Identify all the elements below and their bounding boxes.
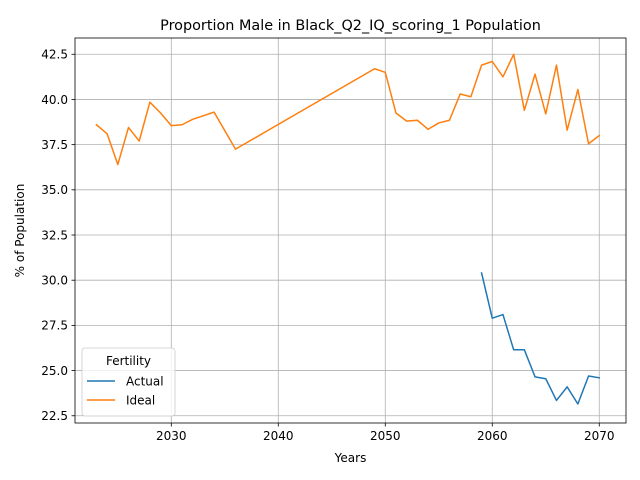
y-tick-label: 40.0 (41, 93, 68, 107)
series-line-actual (480, 272, 601, 405)
y-axis-label: % of Population (13, 184, 27, 278)
y-tick-label: 37.5 (41, 138, 68, 152)
legend-label-ideal: Ideal (126, 393, 155, 407)
y-tick-label: 27.5 (41, 319, 68, 333)
y-tick-label: 22.5 (41, 409, 68, 423)
plot-frame (74, 37, 627, 424)
y-tick-label: 25.0 (41, 364, 68, 378)
legend-title: Fertility (106, 354, 151, 368)
x-tick-label: 2070 (584, 429, 615, 443)
series-line-ideal (95, 53, 601, 166)
y-tick-label: 42.5 (41, 48, 68, 62)
x-tick-label: 2050 (370, 429, 401, 443)
ticks: 2030 2040 2050 2060 2070 22.5 25.0 27.5 30.0 32.5… (41, 48, 614, 443)
y-tick-label: 30.0 (41, 274, 68, 288)
x-tick-label: 2060 (477, 429, 508, 443)
y-tick-label: 35.0 (41, 183, 68, 197)
legend-box (81, 347, 176, 417)
series-layer (95, 53, 601, 405)
legend: Fertility Actual Ideal (81, 347, 176, 417)
x-axis-label: Years (334, 451, 367, 465)
x-tick-label: 2040 (263, 429, 294, 443)
x-tick-label: 2030 (156, 429, 187, 443)
grid (75, 38, 626, 423)
legend-label-actual: Actual (126, 374, 164, 388)
chart-title: Proportion Male in Black_Q2_IQ_scoring_1… (160, 18, 541, 34)
y-tick-label: 32.5 (41, 228, 68, 242)
